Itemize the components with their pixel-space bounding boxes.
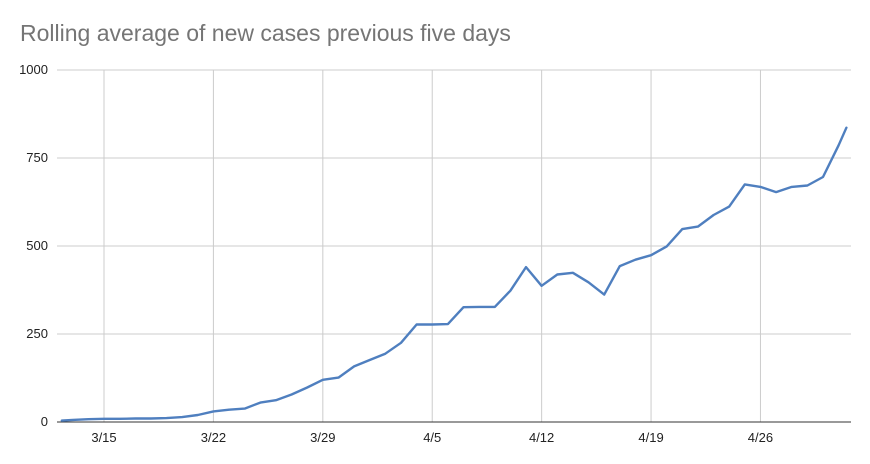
y-tick-label: 0 bbox=[41, 414, 48, 429]
x-tick-label: 4/12 bbox=[529, 430, 554, 445]
y-tick-label: 1000 bbox=[19, 62, 48, 77]
y-tick-label: 750 bbox=[26, 150, 48, 165]
y-axis-tick-labels: 0 250 500 750 1000 bbox=[19, 62, 48, 429]
horizontal-gridlines bbox=[57, 69, 851, 423]
y-tick-label: 500 bbox=[26, 238, 48, 253]
series-line-0 bbox=[60, 126, 848, 422]
x-tick-label: 4/5 bbox=[423, 430, 441, 445]
series-layer bbox=[60, 126, 848, 422]
x-tick-label: 3/22 bbox=[201, 430, 226, 445]
x-tick-label: 4/19 bbox=[638, 430, 663, 445]
x-tick-label: 4/26 bbox=[748, 430, 773, 445]
x-tick-label: 3/15 bbox=[91, 430, 116, 445]
x-axis-tick-labels: 3/15 3/22 3/29 4/5 4/12 4/19 4/26 bbox=[91, 430, 773, 445]
x-tick-label: 3/29 bbox=[310, 430, 335, 445]
y-tick-label: 250 bbox=[26, 326, 48, 341]
chart-title: Rolling average of new cases previous fi… bbox=[20, 20, 511, 46]
